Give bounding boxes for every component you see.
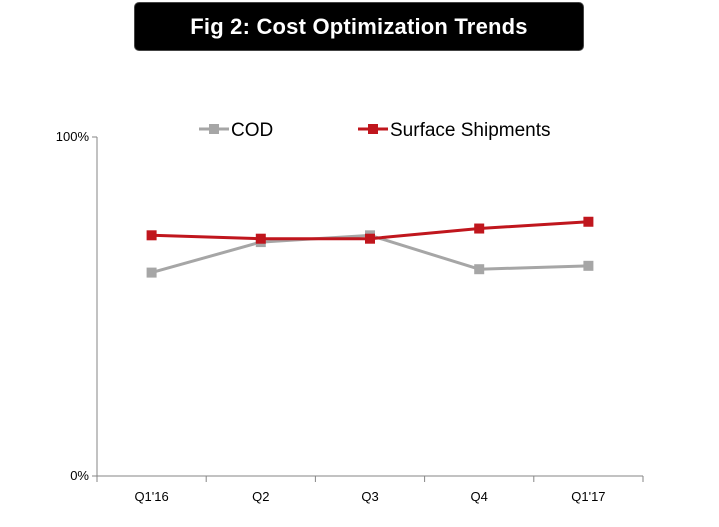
x-tick-label: Q2 xyxy=(252,489,269,504)
data-point xyxy=(474,223,485,234)
legend-label: Surface Shipments xyxy=(390,120,551,141)
x-tick-label: Q1'16 xyxy=(134,489,168,504)
chart-title: Fig 2: Cost Optimization Trends xyxy=(134,2,584,51)
legend-item-2: Surface Shipments xyxy=(358,120,551,141)
legend-item-1: COD xyxy=(199,120,273,141)
y-tick-label: 0% xyxy=(70,468,89,483)
x-tick-label: Q3 xyxy=(361,489,378,504)
legend-marker xyxy=(209,124,219,134)
data-point xyxy=(146,230,157,241)
y-tick-label: 100% xyxy=(56,129,90,144)
legend: COD Surface Shipments xyxy=(199,120,551,141)
x-tick-label: Q1'17 xyxy=(571,489,605,504)
legend-label: COD xyxy=(231,120,273,141)
series-2 xyxy=(146,216,594,244)
data-point xyxy=(365,233,375,244)
x-tick-label: Q4 xyxy=(471,489,488,504)
series-layer xyxy=(146,216,594,278)
axes: 100% 0% Q1'16 Q2 Q3 Q4 Q1'17 xyxy=(56,129,644,504)
data-point xyxy=(146,267,157,278)
data-point xyxy=(474,264,485,275)
data-point xyxy=(255,233,266,244)
data-point xyxy=(583,260,594,271)
data-point xyxy=(583,216,594,227)
legend-marker xyxy=(368,124,378,134)
